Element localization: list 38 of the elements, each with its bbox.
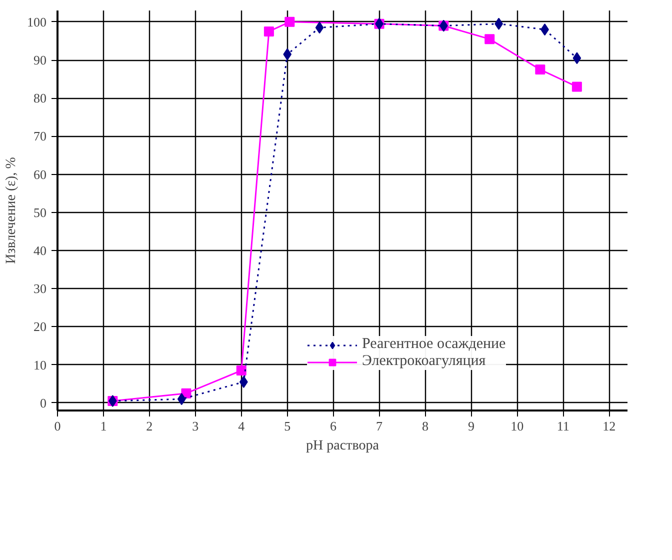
- y-axis-title: Извлечение (ε), %: [4, 156, 19, 264]
- x-tick-label: 2: [146, 418, 153, 434]
- x-tick-label: 11: [556, 418, 570, 434]
- x-tick-label: 10: [510, 418, 524, 434]
- y-tick-label: 20: [34, 319, 46, 334]
- y-tick-label: 80: [34, 90, 46, 106]
- y-tick-label: 30: [34, 281, 46, 296]
- x-axis-title: pH раствора: [306, 438, 380, 454]
- point: [572, 82, 582, 92]
- x-tick-label: 3: [192, 418, 199, 434]
- legend-label: Электрокоагуляция: [362, 353, 486, 370]
- point: [177, 393, 186, 406]
- x-tick-label: 8: [422, 418, 428, 434]
- x-tick-label: 12: [602, 418, 616, 434]
- x-tick-label: 7: [376, 418, 384, 434]
- y-tick-label: 70: [34, 128, 46, 144]
- y-tick-label: 90: [34, 52, 46, 68]
- point: [284, 16, 295, 27]
- point: [572, 52, 582, 64]
- y-tick-label: 40: [34, 243, 46, 258]
- legend-label: Реагентное осаждение: [362, 336, 506, 353]
- x-tick-label: 1: [100, 418, 107, 434]
- y-tick-label: 0: [40, 395, 46, 410]
- point: [484, 34, 495, 44]
- y-tick-label: 60: [34, 166, 46, 182]
- x-tick-label: 5: [284, 418, 291, 434]
- point: [264, 26, 274, 36]
- y-tick-label: 10: [34, 357, 46, 372]
- point: [535, 64, 546, 75]
- x-tick-label: 6: [330, 418, 338, 434]
- y-tick-label: 50: [34, 204, 46, 220]
- x-tick-label: 0: [54, 418, 61, 434]
- point: [315, 22, 324, 34]
- y-tick-label: 100: [27, 14, 46, 30]
- x-tick-label: 9: [468, 418, 474, 434]
- point: [236, 366, 246, 376]
- point: [283, 48, 292, 60]
- x-tick-label: 4: [238, 418, 246, 434]
